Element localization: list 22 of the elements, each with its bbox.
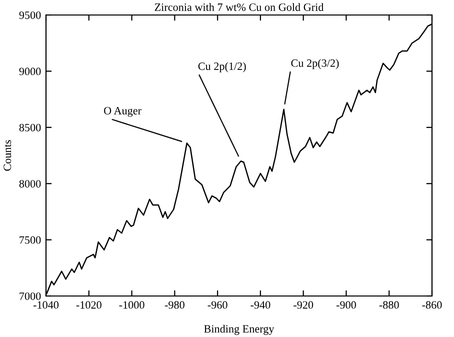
annotation: O Auger bbox=[104, 106, 142, 117]
x-tick-label: -860 bbox=[422, 301, 442, 309]
y-tick-label: 7500 bbox=[20, 236, 41, 244]
y-tick-label: 8000 bbox=[19, 180, 41, 188]
x-tick-label: -940 bbox=[250, 301, 270, 309]
annotation: Cu 2p(3/2) bbox=[291, 59, 339, 70]
y-tick-label: 9000 bbox=[19, 68, 41, 76]
y-tick-label: 7000 bbox=[20, 292, 41, 300]
x-tick-label: -980 bbox=[164, 301, 184, 309]
y-axis-title: Counts bbox=[4, 140, 12, 171]
x-axis-title: Binding Energy bbox=[204, 324, 274, 335]
y-tick-label: 8500 bbox=[19, 124, 41, 132]
x-tick-label: -920 bbox=[294, 301, 314, 309]
annotation: Cu 2p(1/2) bbox=[198, 62, 246, 72]
x-tick-label: -880 bbox=[379, 301, 399, 309]
x-tick-label: -960 bbox=[208, 301, 228, 309]
x-tick-label: -1020 bbox=[76, 301, 102, 309]
chart-title: Zirconia with 7 wt% Cu on Gold Grid bbox=[154, 3, 324, 11]
y-tick-label: 9500 bbox=[19, 11, 41, 19]
x-tick-label: -900 bbox=[336, 301, 356, 309]
x-tick-label: -1000 bbox=[119, 301, 144, 309]
x-tick-label: -1040 bbox=[33, 301, 59, 309]
